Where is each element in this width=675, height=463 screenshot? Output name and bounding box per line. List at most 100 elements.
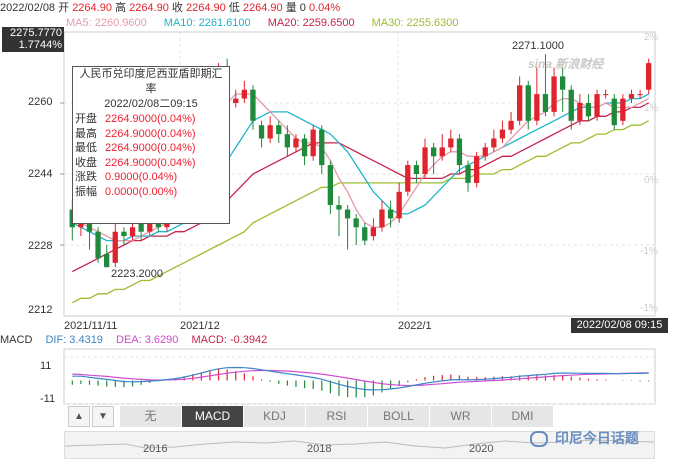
ma20-line xyxy=(72,102,649,273)
indicator-tabs: ▲ ▼ 无 MACD KDJ RSI BOLL WR DMI xyxy=(68,406,554,427)
tooltip-row: 收盘 2264.9000(0.04%) xyxy=(75,156,196,171)
close-label: 收 xyxy=(171,2,183,14)
navigator-year-2018: 2018 xyxy=(307,443,332,455)
watermark-text: 印尼今日话题 xyxy=(554,430,639,446)
candle-body xyxy=(413,165,420,174)
macd-name: MACD xyxy=(0,334,33,346)
candle-body xyxy=(431,147,437,157)
sina-watermark: sina 新浪财经 xyxy=(528,57,604,71)
tooltip-row: 涨跌 0.9000(0.04%) xyxy=(75,170,196,185)
candle-body xyxy=(336,205,342,210)
candle-body xyxy=(104,253,110,268)
tooltip-value: 0.9000(0.04%) xyxy=(105,171,178,183)
macd-dif: DIF: 3.4319 xyxy=(45,334,103,346)
macd-value: MACD: -0.3942 xyxy=(191,334,268,346)
low-label: 低 xyxy=(228,2,240,14)
current-price-box: 2275.7770 1.7744% xyxy=(2,27,64,52)
high-label: 高 xyxy=(115,2,127,14)
candle-body xyxy=(284,134,290,148)
candle-body xyxy=(637,94,643,96)
candle-body xyxy=(508,120,514,130)
candle-body xyxy=(258,125,265,139)
candle-body xyxy=(353,218,359,228)
candle-body xyxy=(319,129,325,166)
close-value: 2264.90 xyxy=(185,2,226,14)
macd-axis-top: 11 xyxy=(40,360,52,372)
tab-wr[interactable]: WR xyxy=(430,406,492,427)
candle-body xyxy=(293,138,299,148)
tooltip-value: 2264.9000(0.04%) xyxy=(105,156,196,169)
tooltip-key: 最高 xyxy=(75,127,97,140)
tooltip-row: 开盘 2264.9000(0.04%) xyxy=(75,112,196,127)
candle-body xyxy=(474,156,480,183)
tab-boll[interactable]: BOLL xyxy=(368,406,430,427)
source-watermark: 印尼今日话题 xyxy=(530,428,639,448)
candle-body xyxy=(362,227,368,241)
low-value: 2264.90 xyxy=(242,2,283,14)
pct-label-2: 2% xyxy=(644,32,659,43)
candle-body xyxy=(646,63,652,90)
y-axis-label-2260: 2260 xyxy=(28,96,53,108)
candle-body xyxy=(448,138,454,148)
ma-legend: MA5: 2260.9600 MA10: 2261.6100 MA20: 225… xyxy=(66,16,473,30)
tab-none[interactable]: 无 xyxy=(120,406,182,427)
candle-body xyxy=(534,94,540,121)
max-price-annotation: 2271.1000 xyxy=(512,40,564,52)
range-navigator[interactable]: 2016 2018 2020 xyxy=(64,431,655,459)
navigator-year-2016: 2016 xyxy=(143,443,168,455)
ma30-legend: MA30: 2255.6300 xyxy=(371,17,459,29)
pct-label-0: 0% xyxy=(644,175,659,186)
candle-body xyxy=(525,85,531,121)
tab-macd[interactable]: MACD xyxy=(182,406,244,427)
y-axis-label-2228: 2228 xyxy=(28,240,53,252)
change-pct: 0.04% xyxy=(308,2,341,14)
next-arrow-icon[interactable]: ▼ xyxy=(92,406,114,427)
tooltip-table: 开盘 2264.9000(0.04%) 最高 2264.9000(0.04%) 最低… xyxy=(75,112,196,199)
tooltip-key: 开盘 xyxy=(75,113,97,125)
x-axis-label-nov: 2021/11/11 xyxy=(64,320,118,332)
candle-body xyxy=(155,222,161,228)
macd-legend: MACD DIF: 3.4319 DEA: 3.6290 MACD: -0.39… xyxy=(0,333,277,348)
candle-body xyxy=(405,165,411,192)
ma20-legend: MA20: 2259.6500 xyxy=(267,17,355,29)
candle-body xyxy=(250,89,256,121)
candle-body xyxy=(138,222,144,232)
candle-body xyxy=(551,76,557,112)
macd-dea: DEA: 3.6290 xyxy=(116,334,179,346)
volume-value: 0 xyxy=(299,2,306,14)
candle-body xyxy=(267,125,273,139)
candle-body xyxy=(370,227,376,237)
candle-body xyxy=(439,147,445,157)
candle-body xyxy=(301,138,308,157)
candle-body xyxy=(456,138,463,166)
candle-body xyxy=(585,103,592,117)
pct-label-1: 1% xyxy=(644,103,659,114)
header-date: 2022/02/08 xyxy=(0,2,56,14)
candle-body xyxy=(396,191,402,219)
candle-body xyxy=(577,103,583,121)
ma30-line xyxy=(72,120,649,304)
navigator-sparkline xyxy=(65,439,654,449)
candle-body xyxy=(129,227,136,237)
volume-label: 量 xyxy=(285,2,297,14)
ma10-legend: MA10: 2261.6100 xyxy=(163,17,251,29)
candle-body xyxy=(147,222,153,232)
tooltip-row: 最低 2264.9000(0.04%) xyxy=(75,141,196,156)
tab-rsi[interactable]: RSI xyxy=(306,406,368,427)
candle-body xyxy=(628,94,635,99)
tooltip-value: 2264.9000(0.04%) xyxy=(105,113,196,125)
candle-body xyxy=(594,94,600,117)
tab-dmi[interactable]: DMI xyxy=(492,406,554,427)
x-axis-label-dec: 2021/12 xyxy=(180,320,220,332)
candle-body xyxy=(422,147,428,174)
tooltip-title: 人民币兑印度尼西亚盾即期汇率 xyxy=(79,68,223,95)
tooltip-row: 振幅 0.0000(0.00%) xyxy=(75,185,196,200)
pct-label-neg1-bottom: -1% xyxy=(640,303,658,314)
candle-body xyxy=(121,231,127,237)
tab-kdj[interactable]: KDJ xyxy=(244,406,306,427)
x-axis-label-jan: 2022/1 xyxy=(398,320,432,332)
prev-arrow-icon[interactable]: ▲ xyxy=(68,406,90,427)
candle-body xyxy=(517,85,523,121)
quote-header: 2022/02/08 开 2264.90 高 2264.90 收 2264.90… xyxy=(0,0,340,16)
candle-body xyxy=(560,76,566,90)
